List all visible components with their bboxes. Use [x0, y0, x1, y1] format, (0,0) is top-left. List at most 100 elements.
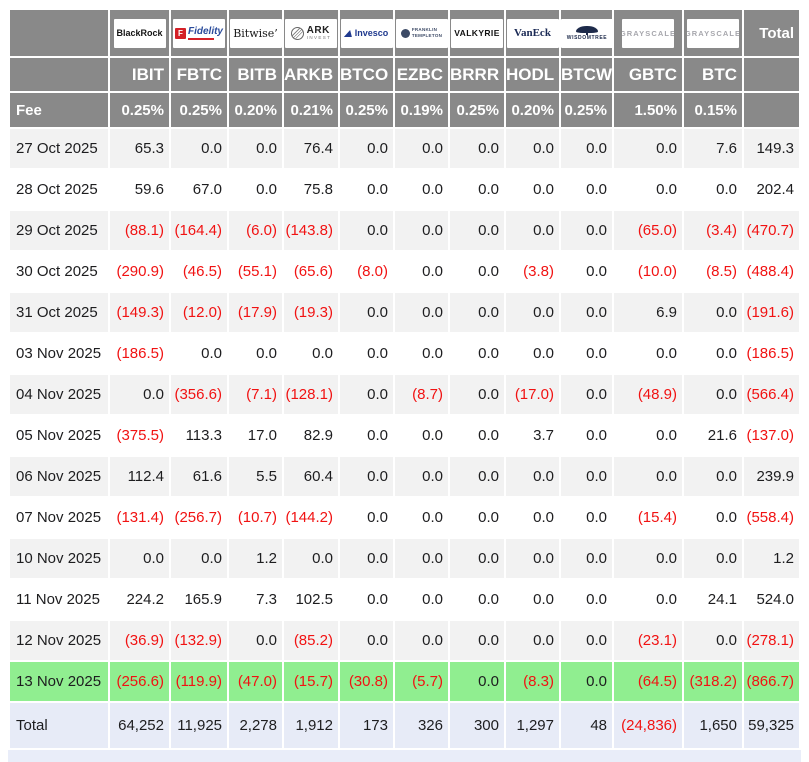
flow-cell-arkb: 75.8 — [284, 170, 338, 209]
flow-cell-btco: (8.0) — [340, 252, 393, 291]
flow-cell-gbtc: (65.0) — [614, 211, 682, 250]
flow-cell-ezbc: 0.0 — [395, 539, 448, 578]
flow-cell-btco: 0.0 — [340, 539, 393, 578]
flow-cell-total: (186.5) — [744, 334, 799, 373]
flow-cell-gbtc: 0.0 — [614, 416, 682, 455]
date-cell: 31 Oct 2025 — [10, 293, 108, 332]
flow-cell-btcw: 0.0 — [561, 621, 612, 660]
templeton-logo-text: TEMPLETON — [411, 33, 443, 38]
invesco-triangle-icon — [343, 29, 354, 37]
fee-btco: 0.25% — [340, 93, 393, 127]
flow-cell-hodl: 0.0 — [506, 539, 559, 578]
flow-cell-gbtc: (10.0) — [614, 252, 682, 291]
flow-cell-total: 202.4 — [744, 170, 799, 209]
flow-cell-arkb: 76.4 — [284, 129, 338, 168]
flow-cell-ibit: (290.9) — [110, 252, 169, 291]
flow-cell-hodl: (3.8) — [506, 252, 559, 291]
invesco-logo-mark: Invesco — [343, 28, 389, 38]
total-cell-bitb: 2,278 — [229, 703, 282, 748]
flow-cell-ezbc: 0.0 — [395, 252, 448, 291]
flow-cell-gbtc: (48.9) — [614, 375, 682, 414]
flow-cell-btcw: 0.0 — [561, 211, 612, 250]
fee-ezbc: 0.19% — [395, 93, 448, 127]
flow-cell-ezbc: 0.0 — [395, 211, 448, 250]
flow-cell-total: (488.4) — [744, 252, 799, 291]
flow-cell-arkb: 0.0 — [284, 334, 338, 373]
flow-cell-bitb: 0.0 — [229, 621, 282, 660]
date-cell: 27 Oct 2025 — [10, 129, 108, 168]
flow-cell-bitb: 0.0 — [229, 170, 282, 209]
flow-rows: 27 Oct 2025 65.3 0.0 0.0 76.4 0.0 0.0 0.0 0.0 0.0… — [10, 129, 799, 748]
flow-cell-arkb: (19.3) — [284, 293, 338, 332]
brand-header-btcw: WISDOMTREE — [561, 10, 612, 56]
flow-cell-btc: (3.4) — [684, 211, 742, 250]
flow-cell-bitb: 5.5 — [229, 457, 282, 496]
flow-cell-fbtc: (132.9) — [171, 621, 227, 660]
bitwise-logo: Bitwise’ — [229, 18, 282, 48]
flow-cell-btc: (318.2) — [684, 662, 742, 701]
flow-cell-fbtc: (164.4) — [171, 211, 227, 250]
flow-cell-total: (278.1) — [744, 621, 799, 660]
invesco-logo-text: Invesco — [354, 28, 389, 38]
flow-cell-ezbc: 0.0 — [395, 457, 448, 496]
fee-fbtc: 0.25% — [171, 93, 227, 127]
brand-header-fbtc: F Fidelity — [171, 10, 227, 56]
brand-header-btc: GRAYSCALE — [684, 10, 742, 56]
flow-cell-fbtc: 0.0 — [171, 539, 227, 578]
flow-row-12-nov-2025: 12 Nov 2025 (36.9) (132.9) 0.0 (85.2) 0.0 0.0 0… — [10, 621, 799, 660]
flow-cell-ibit: 112.4 — [110, 457, 169, 496]
flow-cell-bitb: 0.0 — [229, 129, 282, 168]
ark-logo-text: ARK — [306, 24, 330, 36]
flow-cell-brrr: 0.0 — [450, 293, 504, 332]
flow-cell-ibit: (36.9) — [110, 621, 169, 660]
flow-cell-gbtc: (23.1) — [614, 621, 682, 660]
total-row: Total 64,252 11,925 2,278 1,912 173 326 300 1,29… — [10, 703, 799, 748]
date-cell: 29 Oct 2025 — [10, 211, 108, 250]
flow-cell-bitb: (47.0) — [229, 662, 282, 701]
date-cell: 03 Nov 2025 — [10, 334, 108, 373]
flow-row-27-oct-2025: 27 Oct 2025 65.3 0.0 0.0 76.4 0.0 0.0 0.0 0.0 0.0… — [10, 129, 799, 168]
flow-cell-bitb: (6.0) — [229, 211, 282, 250]
flow-cell-btcw: 0.0 — [561, 252, 612, 291]
total-cell-brrr: 300 — [450, 703, 504, 748]
flow-row-31-oct-2025: 31 Oct 2025 (149.3) (12.0) (17.9) (19.3) 0.0 0… — [10, 293, 799, 332]
flow-cell-brrr: 0.0 — [450, 662, 504, 701]
total-row-label: Total — [10, 703, 108, 748]
flow-cell-arkb: 102.5 — [284, 580, 338, 619]
valkyrie-logo-text: VALKYRIE — [454, 28, 500, 38]
footer-strip — [8, 750, 801, 762]
flow-cell-ezbc: 0.0 — [395, 621, 448, 660]
flow-cell-bitb: 17.0 — [229, 416, 282, 455]
flow-cell-brrr: 0.0 — [450, 416, 504, 455]
ticker-btcw: BTCW — [561, 58, 612, 91]
total-column-header: Total — [744, 10, 799, 56]
flow-cell-hodl: 3.7 — [506, 416, 559, 455]
flow-cell-btco: 0.0 — [340, 416, 393, 455]
flow-cell-btcw: 0.0 — [561, 662, 612, 701]
flow-cell-brrr: 0.0 — [450, 129, 504, 168]
flow-row-06-nov-2025: 06 Nov 2025 112.4 61.6 5.5 60.4 0.0 0.0 0.0 0.0 0… — [10, 457, 799, 496]
flow-cell-total: 1.2 — [744, 539, 799, 578]
fidelity-f-icon: F — [174, 27, 186, 39]
flow-cell-total: (137.0) — [744, 416, 799, 455]
ark-invest-logo: ARK INVEST — [285, 18, 337, 48]
table-corner-cell — [10, 10, 108, 56]
date-cell: 30 Oct 2025 — [10, 252, 108, 291]
fee-total-spacer — [744, 93, 799, 127]
flow-cell-total: (566.4) — [744, 375, 799, 414]
flow-cell-brrr: 0.0 — [450, 580, 504, 619]
flow-cell-fbtc: 67.0 — [171, 170, 227, 209]
flow-cell-bitb: 7.3 — [229, 580, 282, 619]
flow-row-04-nov-2025: 04 Nov 2025 0.0 (356.6) (7.1) (128.1) 0.0 (8.7… — [10, 375, 799, 414]
date-cell: 11 Nov 2025 — [10, 580, 108, 619]
flow-cell-hodl: 0.0 — [506, 457, 559, 496]
wisdomtree-logo-mark: WISDOMTREE — [567, 25, 607, 41]
flow-cell-arkb: 60.4 — [284, 457, 338, 496]
fee-brrr: 0.25% — [450, 93, 504, 127]
flow-cell-ibit: (88.1) — [110, 211, 169, 250]
date-cell: 28 Oct 2025 — [10, 170, 108, 209]
fidelity-logo: F Fidelity — [173, 18, 225, 48]
flow-cell-hodl: 0.0 — [506, 129, 559, 168]
date-cell: 13 Nov 2025 — [10, 662, 108, 701]
flow-cell-total: 524.0 — [744, 580, 799, 619]
